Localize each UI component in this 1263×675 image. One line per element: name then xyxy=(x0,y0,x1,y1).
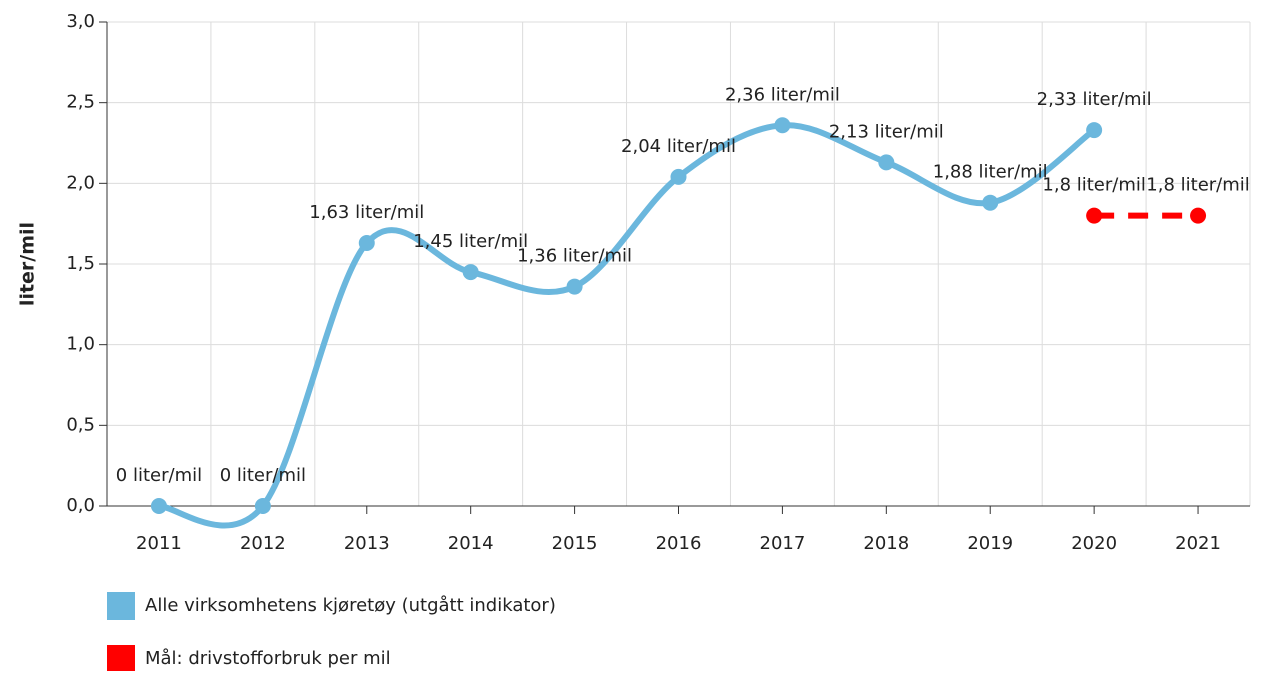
data-point xyxy=(462,264,479,281)
y-axis-label: liter/mil xyxy=(17,222,39,306)
data-label: 2,04 liter/mil xyxy=(621,136,736,157)
data-point xyxy=(566,278,583,295)
x-tick-label: 2013 xyxy=(344,533,390,554)
data-label: 1,8 liter/mil xyxy=(1146,175,1249,196)
y-tick-label: 2,5 xyxy=(66,92,95,113)
y-tick-label: 0,0 xyxy=(66,495,95,516)
x-tick-label: 2015 xyxy=(552,533,598,554)
data-point xyxy=(358,235,375,252)
y-tick-label: 1,5 xyxy=(66,253,95,274)
series-line xyxy=(158,122,1096,529)
data-label: 0 liter/mil xyxy=(220,465,306,486)
x-tick-label: 2012 xyxy=(240,533,286,554)
data-label: 1,36 liter/mil xyxy=(517,246,632,267)
y-tick-label: 0,5 xyxy=(66,414,95,435)
x-tick-label: 2019 xyxy=(967,533,1013,554)
data-label: 1,63 liter/mil xyxy=(309,202,424,223)
data-label: 2,36 liter/mil xyxy=(725,84,840,105)
data-point xyxy=(982,194,999,211)
data-label: 2,33 liter/mil xyxy=(1037,89,1152,110)
x-tick-label: 2018 xyxy=(863,533,909,554)
y-tick-label: 3,0 xyxy=(66,11,95,32)
x-tick-label: 2017 xyxy=(760,533,806,554)
x-tick-label: 2016 xyxy=(656,533,702,554)
y-tick-label: 1,0 xyxy=(66,334,95,355)
legend-swatch xyxy=(107,592,135,620)
data-point xyxy=(878,154,895,171)
data-label: 1,88 liter/mil xyxy=(933,162,1048,183)
y-tick-label: 2,0 xyxy=(66,172,95,193)
data-point xyxy=(1086,207,1103,224)
data-point xyxy=(1190,207,1207,224)
data-label: 2,13 liter/mil xyxy=(829,121,944,142)
legend-label: Mål: drivstofforbruk per mil xyxy=(145,648,391,669)
data-label: 1,45 liter/mil xyxy=(413,231,528,252)
data-label: 1,8 liter/mil xyxy=(1042,175,1145,196)
legend-swatch xyxy=(107,645,135,673)
data-point xyxy=(150,498,167,514)
x-tick-label: 2021 xyxy=(1175,533,1221,554)
data-point xyxy=(670,168,687,185)
data-label: 0 liter/mil xyxy=(116,465,202,486)
data-point xyxy=(254,498,271,514)
data-point xyxy=(774,117,791,134)
data-point xyxy=(1086,122,1103,139)
x-tick-label: 2011 xyxy=(136,533,182,554)
x-tick-label: 2014 xyxy=(448,533,494,554)
x-tick-label: 2020 xyxy=(1071,533,1117,554)
legend-label: Alle virksomhetens kjøretøy (utgått indi… xyxy=(145,595,556,616)
